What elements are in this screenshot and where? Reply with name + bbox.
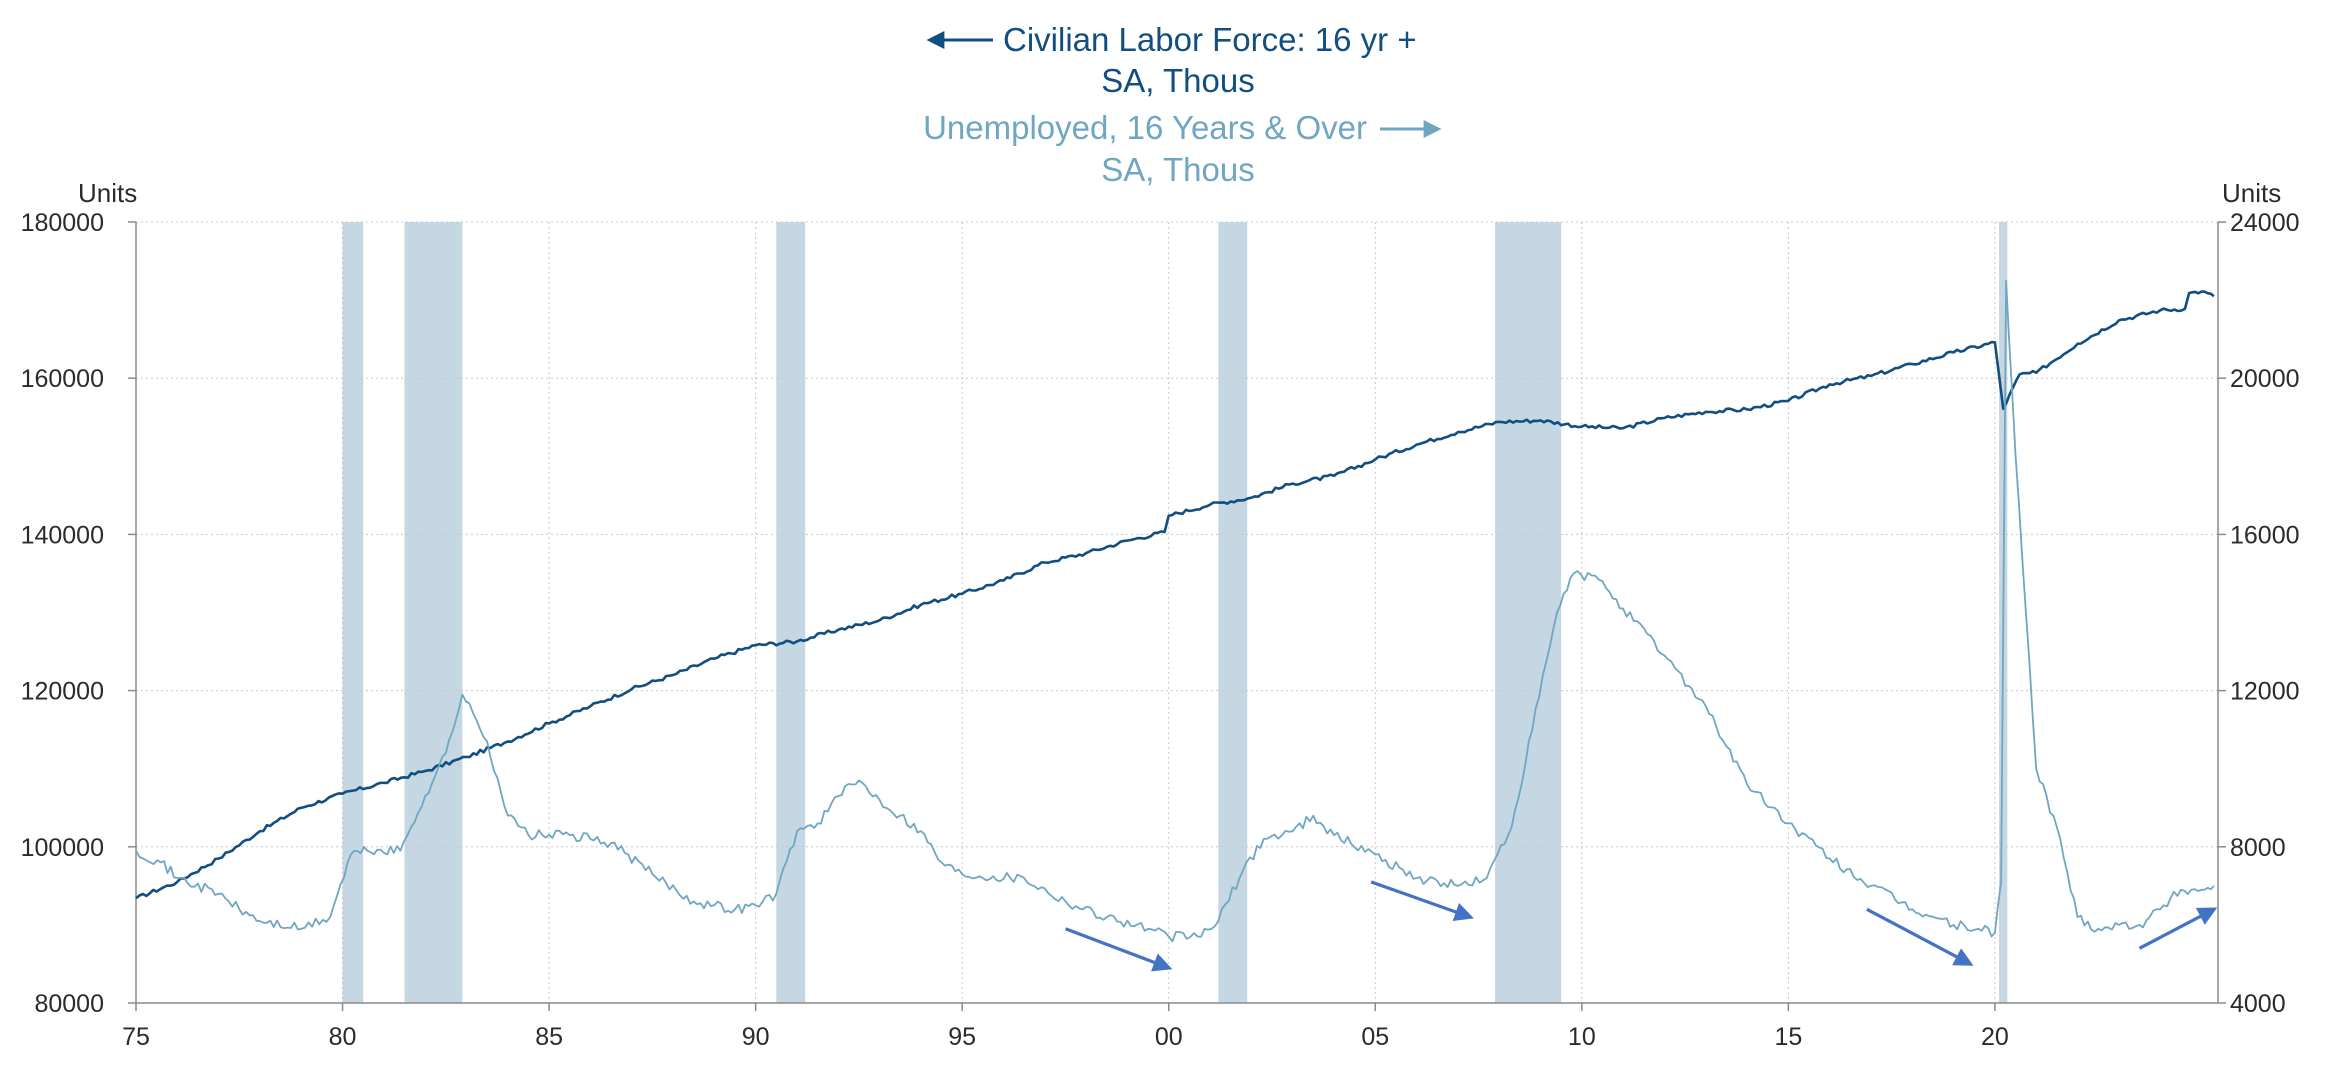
x-tick-label: 20: [1981, 1023, 2009, 1051]
recession-band: [776, 222, 806, 1003]
x-tick-label: 80: [329, 1023, 357, 1051]
recession-band: [342, 222, 364, 1003]
x-tick-label: 95: [948, 1023, 976, 1051]
x-tick-label: 00: [1155, 1023, 1183, 1051]
x-tick-label: 05: [1361, 1023, 1389, 1051]
recession-band: [1218, 222, 1248, 1003]
left-tick-label: 100000: [21, 834, 104, 862]
right-tick-label: 12000: [2230, 678, 2300, 706]
right-tick-label: 20000: [2230, 365, 2300, 393]
labor-force-line: [135, 290, 2215, 900]
unemployed-line: [135, 279, 2215, 943]
recession-band: [1495, 222, 1562, 1003]
right-tick-label: 4000: [2230, 990, 2286, 1018]
right-tick-label: 8000: [2230, 834, 2286, 862]
left-tick-label: 120000: [21, 678, 104, 706]
left-tick-label: 180000: [21, 209, 104, 237]
right-axis-unit-label: Units: [2222, 178, 2281, 208]
x-tick-label: 10: [1568, 1023, 1596, 1051]
right-tick-label: 16000: [2230, 521, 2300, 549]
x-tick-label: 75: [122, 1023, 150, 1051]
recession-band: [404, 222, 463, 1003]
series-lines: [135, 279, 2215, 943]
trend-arrow: [2138, 907, 2218, 950]
left-tick-label: 80000: [34, 990, 104, 1018]
left-tick-label: 160000: [21, 365, 104, 393]
trend-arrow: [1866, 907, 1974, 966]
trend-arrows: [1064, 880, 2218, 972]
left-axis-unit-label: Units: [78, 178, 137, 208]
left-tick-label: 140000: [21, 521, 104, 549]
legend-series2-units: SA, Thous: [1101, 151, 1254, 188]
trend-arrow: [1370, 880, 1474, 922]
right-tick-label: 24000: [2230, 209, 2300, 237]
x-tick-label: 15: [1774, 1023, 1802, 1051]
x-tick-label: 90: [742, 1023, 770, 1051]
recession-bands: [342, 222, 2008, 1003]
legend-series1-title: Civilian Labor Force: 16 yr +: [1003, 21, 1417, 58]
axes: 80000 100000 120000 140000 160000 180000 4000 8…: [21, 209, 2300, 1051]
legend: Civilian Labor Force: 16 yr + SA, Thous …: [923, 21, 1442, 188]
legend-series2-title: Unemployed, 16 Years & Over: [923, 109, 1367, 146]
trend-arrow: [1064, 927, 1173, 972]
x-tick-label: 85: [535, 1023, 563, 1051]
legend-series1-units: SA, Thous: [1101, 62, 1254, 99]
